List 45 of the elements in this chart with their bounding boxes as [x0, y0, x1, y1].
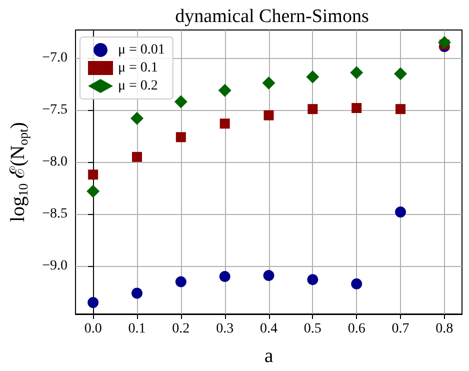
point	[308, 104, 318, 114]
point	[176, 132, 186, 142]
y-tick-label: −8.5	[42, 206, 68, 222]
point	[88, 170, 98, 180]
y-tick-label: −7.0	[42, 50, 68, 66]
legend-label: μ = 0.1	[118, 60, 158, 76]
point	[175, 276, 186, 288]
y-axis-title: log10 ℰ(Nopt)	[7, 122, 30, 222]
point	[174, 95, 188, 108]
y-tick-label: −7.5	[42, 102, 68, 118]
x-tick-label: 0.2	[172, 322, 190, 336]
y-tick-label: −9.0	[42, 258, 68, 274]
y-tick-label: −8.0	[42, 154, 68, 170]
point	[395, 206, 406, 218]
point	[264, 110, 274, 120]
point	[262, 76, 276, 90]
x-tick-label: 0.4	[260, 322, 278, 336]
point	[307, 274, 318, 286]
point	[86, 184, 100, 198]
point	[438, 36, 451, 49]
point	[88, 297, 99, 308]
point	[132, 152, 142, 162]
x-tick-label: 0.1	[128, 322, 146, 336]
point	[219, 271, 230, 282]
point	[394, 67, 408, 80]
x-axis-title: a	[264, 345, 274, 367]
point	[350, 66, 364, 80]
x-tick-label: 0.8	[436, 322, 454, 336]
point	[218, 84, 232, 97]
point	[396, 104, 406, 114]
x-tick-label: 0.7	[392, 322, 410, 336]
x-tick-label: 0.6	[348, 322, 366, 336]
point	[352, 103, 362, 114]
x-tick-label: 0.3	[216, 322, 234, 336]
point	[306, 70, 320, 84]
point	[263, 270, 274, 282]
legend-label: μ = 0.01	[118, 42, 165, 58]
x-tick-label: 0.5	[304, 322, 322, 336]
chart-title: dynamical Chern-Simons	[175, 6, 369, 27]
legend-label: μ = 0.2	[118, 78, 158, 94]
point	[132, 288, 142, 299]
point	[130, 112, 144, 125]
point	[351, 278, 362, 290]
x-tick-label: 0.0	[84, 322, 102, 336]
point	[220, 118, 230, 129]
